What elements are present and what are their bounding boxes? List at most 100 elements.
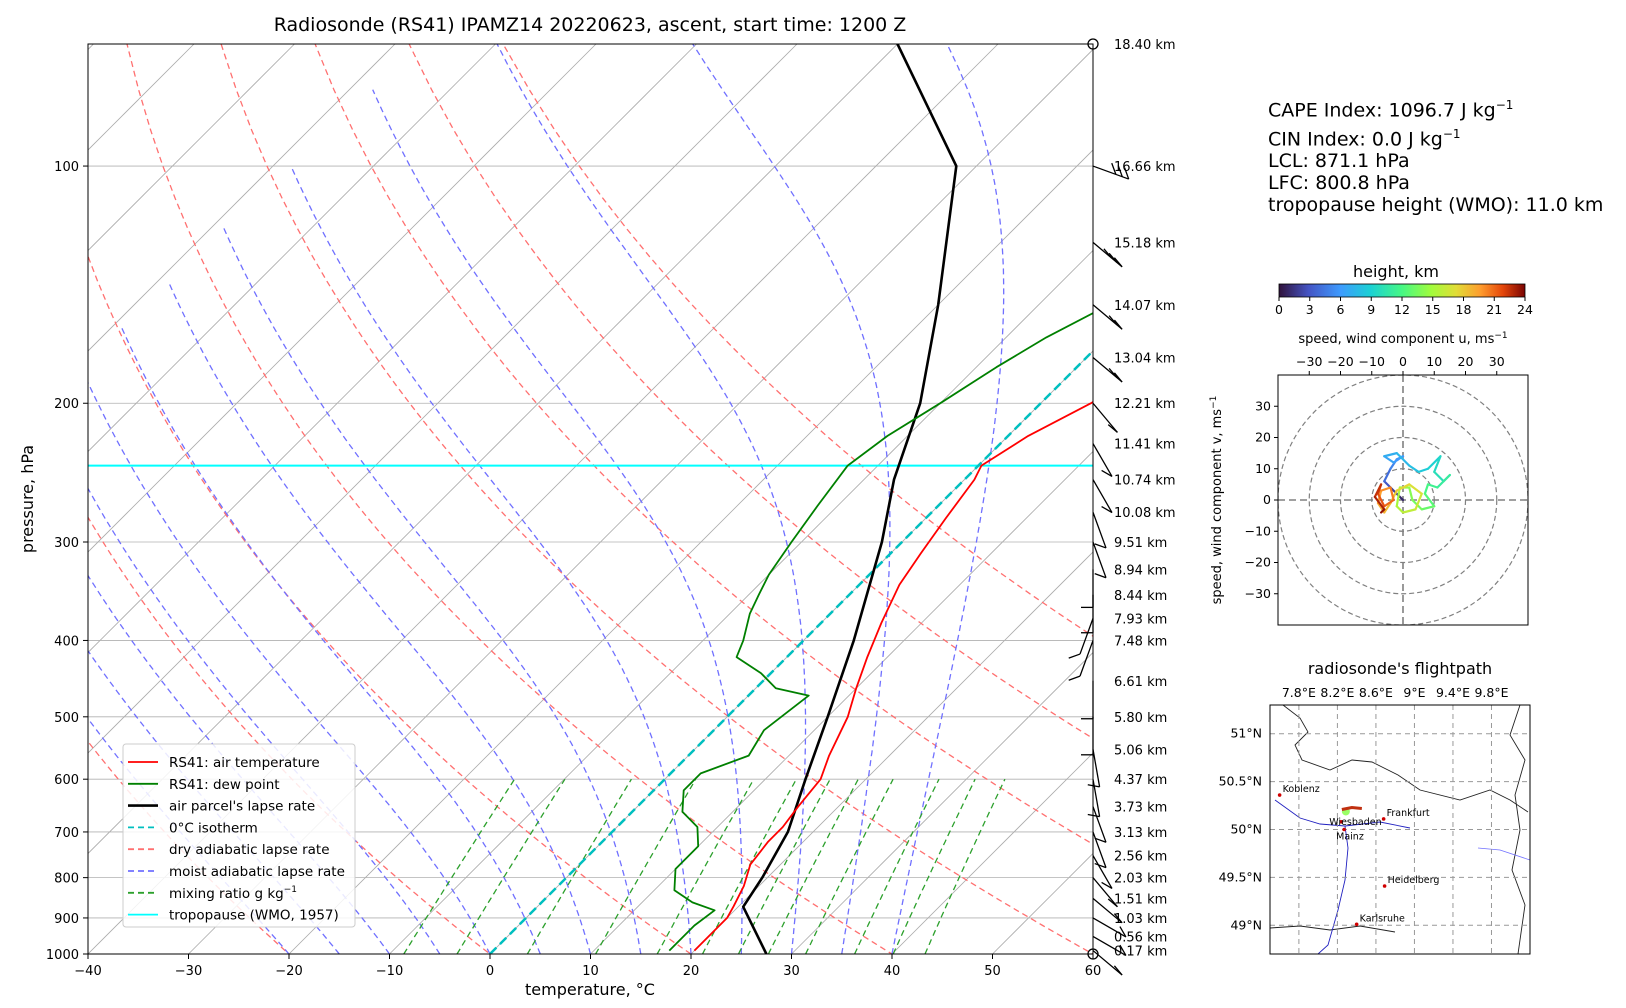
colorbar-tick-label: 24 (1517, 302, 1533, 317)
hodograph-segment (1395, 486, 1401, 508)
legend-label: tropopause (WMO, 1957) (169, 908, 339, 924)
hodograph-segment (1395, 452, 1411, 467)
wind-barb-flag (1101, 469, 1113, 478)
wind-barb-flag (1094, 837, 1107, 843)
wind-barb-flag (1119, 944, 1127, 956)
wind-barb-flag (1087, 813, 1100, 818)
mixing-ratio-line (892, 778, 976, 954)
wind-barb-flag (1113, 965, 1123, 976)
wind-barbs (1068, 162, 1130, 976)
hodograph-segment (1433, 470, 1445, 483)
wind-barb (1092, 806, 1107, 843)
dry-adiabat-line (408, 44, 1093, 740)
isotherm-gridline (389, 249, 1093, 954)
city-label: Koblenz (1283, 784, 1320, 795)
colorbar-tick-label: 0 (1275, 302, 1283, 317)
colorbar-tick-label: 15 (1425, 302, 1441, 317)
hodograph-segment (1383, 455, 1395, 464)
x-tick-label: −20 (275, 964, 302, 979)
skewt-title: Radiosonde (RS41) IPAMZ14 20220623, asce… (274, 14, 907, 36)
isotherm-gridline (88, 44, 798, 754)
cape-index: CAPE Index: 1096.7 J kg−1 (1268, 98, 1514, 122)
wind-barb-flag (1108, 367, 1118, 379)
wind-barb (1079, 618, 1094, 655)
hodograph-segment (1380, 486, 1392, 492)
wind-barb-flag (1068, 653, 1081, 659)
mixing-ratio-line (595, 778, 697, 954)
hodograph-segment (1395, 505, 1405, 514)
legend-entries: RS41: air temperature RS41: dew point air … (128, 755, 345, 924)
hodograph-segment (1423, 492, 1436, 508)
hodograph-y-axis-label: speed, wind component v, ms−1 (1209, 396, 1225, 605)
hodograph-segment (1433, 455, 1442, 473)
height-label: 6.61 km (1114, 675, 1167, 690)
colorbar-tick-label: 6 (1337, 302, 1345, 317)
colorbar-tick-label: 21 (1486, 302, 1502, 317)
height-label: 11.41 km (1114, 438, 1176, 453)
isotherm-gridline (590, 450, 1093, 954)
hodograph-segment (1376, 492, 1386, 508)
colorbar-tick-label: 18 (1456, 302, 1472, 317)
isotherm-gridline (88, 44, 396, 352)
hodograph-y-tick-label: −10 (1245, 523, 1271, 538)
lfc-value: LFC: 800.8 hPa (1268, 172, 1410, 194)
tropopause-height: tropopause height (WMO): 11.0 km (1268, 194, 1604, 216)
hodograph-x-tick-label: 20 (1458, 354, 1474, 369)
map-lat-label: 49°N (1230, 917, 1262, 932)
y-tick-label: 600 (54, 773, 79, 788)
map-lat-label: 50.5°N (1219, 774, 1262, 789)
y-tick-label: 900 (54, 912, 79, 927)
dry-adiabat-line (126, 44, 894, 954)
temperature-line (693, 400, 1093, 952)
hodograph-segment (1423, 483, 1430, 495)
height-label: 10.08 km (1114, 506, 1176, 521)
map-lat-label: 51°N (1230, 726, 1262, 741)
isotherm-gridline (288, 149, 1093, 954)
hodograph-segment (1408, 486, 1414, 502)
hodograph-x-tick-label: −10 (1359, 354, 1385, 369)
isotherm-gridline (88, 44, 697, 654)
wind-barb-flag (1111, 162, 1117, 175)
height-label: 0.17 km (1114, 945, 1167, 960)
legend-label: dry adiabatic lapse rate (169, 842, 330, 858)
y-tick-label: 400 (54, 634, 79, 649)
border-line (1282, 705, 1529, 813)
zero-isotherm-line (489, 349, 1093, 954)
hodograph-segment (1408, 464, 1420, 473)
dry-adiabat-line (88, 254, 693, 954)
legend-box (122, 743, 356, 928)
hodograph-segment (1436, 473, 1451, 489)
wind-barb (1092, 402, 1118, 433)
map-cities: Koblenz Wiesbaden Mainz Frankfurt Heidelberg… (1277, 784, 1439, 927)
height-label: 3.73 km (1114, 801, 1167, 816)
isotherm-gridline (690, 551, 1093, 954)
map-lon-label: 9.8°E (1474, 685, 1508, 700)
wind-barb-flag (1123, 167, 1130, 180)
wind-barb-flag (1103, 248, 1113, 259)
height-label: 1.03 km (1114, 912, 1167, 927)
cin-index: CIN Index: 0.0 J kg−1 (1268, 127, 1461, 151)
height-label: 15.18 km (1114, 236, 1176, 251)
flightpath-line (1341, 805, 1362, 811)
parcel-lapse-rate-line (741, 44, 958, 954)
skewt-y-ticks: 100 200 300 400 500 600 700 800 900 1000 (46, 160, 88, 963)
wind-barb-flag (1108, 315, 1118, 326)
wind-barb (1092, 917, 1127, 938)
hodograph-segment (1417, 467, 1430, 473)
x-tick-label: 40 (884, 964, 901, 979)
colorbar-tick-label: 3 (1306, 302, 1314, 317)
wind-barb-flag (1107, 424, 1118, 433)
colorbar (1278, 283, 1526, 298)
height-label: 2.56 km (1114, 850, 1167, 865)
border-line-south (1270, 925, 1396, 933)
moist-adiabat-line (223, 228, 642, 954)
hodograph-y-tick-label: 10 (1255, 461, 1271, 476)
lcl-value: LCL: 871.1 hPa (1268, 150, 1410, 172)
skewt-plot-area (88, 44, 1093, 954)
dry-adiabat-line (88, 953, 89, 954)
map-title: radiosonde's flightpath (1308, 659, 1492, 678)
border-line-east (1509, 705, 1526, 954)
wind-barb-flag (1108, 252, 1118, 263)
y-tick-label: 500 (54, 711, 79, 726)
